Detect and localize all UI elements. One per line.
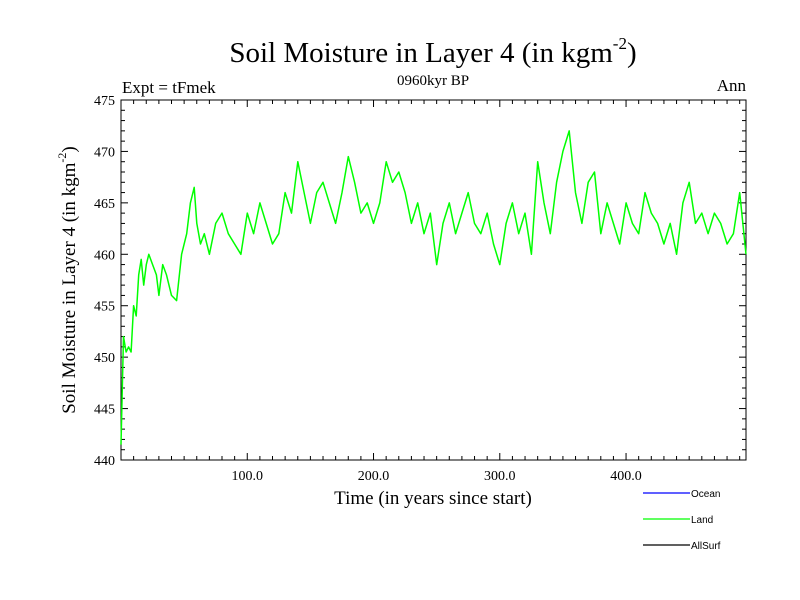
y-tick-label: 440 xyxy=(94,454,115,469)
x-tick-label: 400.0 xyxy=(610,469,642,484)
x-tick-label: 100.0 xyxy=(232,469,264,484)
experiment-label: Expt = tFmek xyxy=(122,78,216,97)
x-axis-ticks: 100.0 200.0 300.0 400.0 xyxy=(133,100,741,484)
legend: Ocean Land AllSurf xyxy=(643,489,721,552)
chart-subtitle: 0960kyr BP xyxy=(397,73,469,89)
plot-frame xyxy=(120,99,747,461)
legend-ocean-label: Ocean xyxy=(691,489,720,500)
y-axis-ticks: 440 445 450 455 460 465 470 475 xyxy=(94,94,746,469)
y-tick-label: 450 xyxy=(94,351,115,366)
season-label: Ann xyxy=(717,76,747,95)
legend-allsurf-label: AllSurf xyxy=(691,541,721,552)
series-line-land xyxy=(120,130,747,445)
y-tick-label: 455 xyxy=(94,300,115,315)
legend-land-label: Land xyxy=(691,515,713,526)
y-tick-label: 445 xyxy=(94,403,115,418)
x-axis-label: Time (in years since start) xyxy=(334,488,532,509)
y-axis-label: Soil Moisture in Layer 4 (in kgm-2) xyxy=(55,146,80,414)
chart-title: Soil Moisture in Layer 4 (in kgm-2) xyxy=(229,34,636,69)
y-tick-label: 460 xyxy=(94,248,115,263)
series-layer xyxy=(120,130,747,445)
y-tick-label: 475 xyxy=(94,94,115,109)
y-tick-label: 470 xyxy=(94,145,115,160)
x-tick-label: 200.0 xyxy=(358,469,390,484)
x-tick-label: 300.0 xyxy=(484,469,516,484)
y-tick-label: 465 xyxy=(94,197,115,212)
